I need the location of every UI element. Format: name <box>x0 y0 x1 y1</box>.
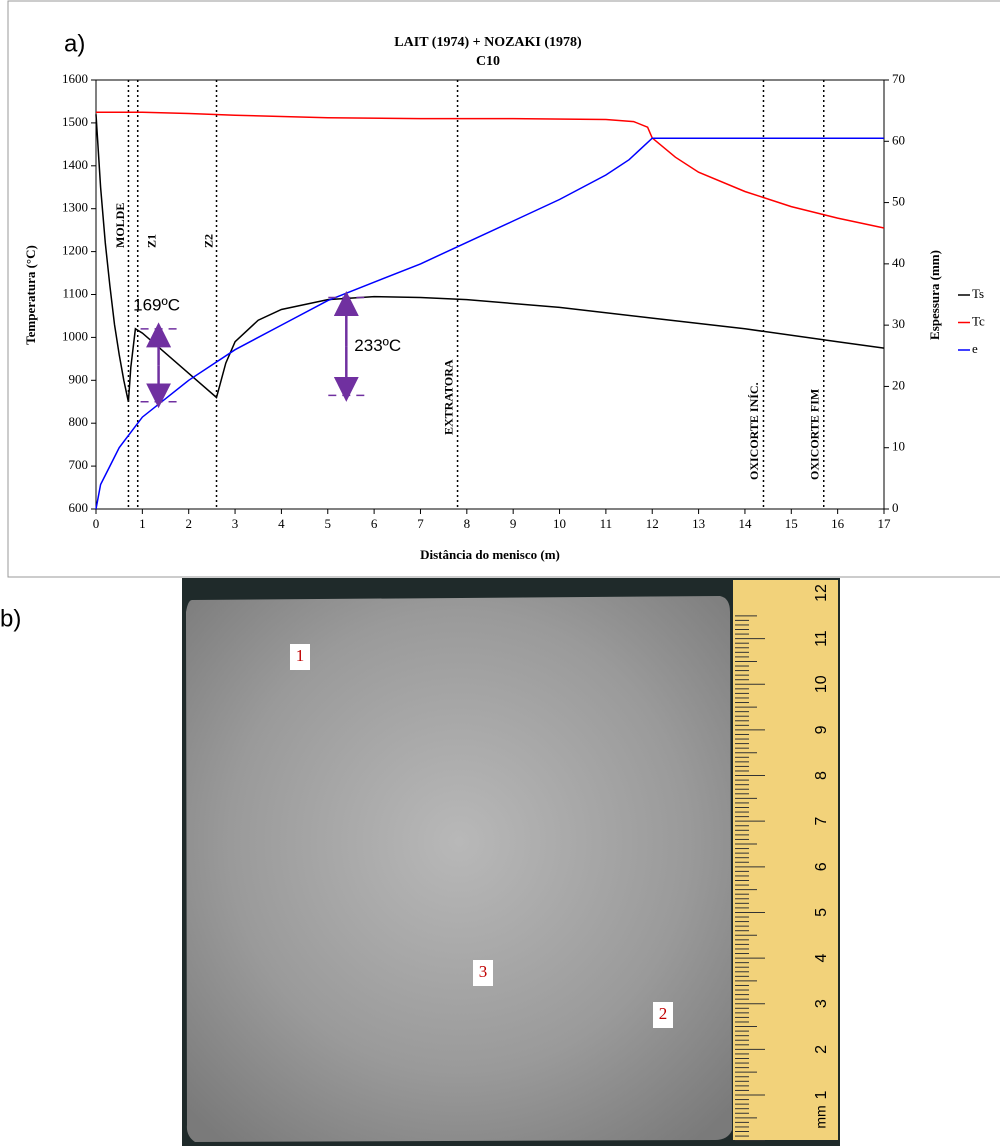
x-tick-label: 4 <box>278 516 285 531</box>
x-axis-label: Distância do menisco (m) <box>420 547 560 562</box>
ruler-label: 3 <box>813 999 830 1008</box>
x-tick-label: 5 <box>325 516 332 531</box>
x-tick-label: 1 <box>139 516 146 531</box>
sample-photo <box>186 596 732 1142</box>
x-tick-label: 14 <box>738 516 752 531</box>
marker-label: 1 <box>296 646 305 665</box>
y-tick-label: 900 <box>69 371 89 386</box>
chart-title: LAIT (1974) + NOZAKI (1978) <box>394 35 582 50</box>
x-tick-label: 9 <box>510 516 517 531</box>
x-tick-label: 15 <box>785 516 798 531</box>
ruler-label: 5 <box>813 908 830 917</box>
y-tick-label: 1100 <box>62 285 88 300</box>
y2-tick-label: 50 <box>892 194 905 209</box>
ruler-label: 2 <box>813 1045 830 1054</box>
ruler-label: 1 <box>813 1090 830 1099</box>
y2-tick-label: 30 <box>892 316 905 331</box>
ruler-label: 6 <box>813 862 830 871</box>
x-tick-label: 11 <box>600 516 613 531</box>
reference-label: MOLDE <box>113 203 127 248</box>
annotation-label: 233ºC <box>354 336 401 355</box>
y-tick-label: 1400 <box>62 157 88 172</box>
y-tick-label: 1600 <box>62 71 88 86</box>
legend-label: Tc <box>972 313 985 328</box>
y-tick-label: 1500 <box>62 114 88 129</box>
reference-label: Z2 <box>201 234 215 248</box>
reference-label: OXICORTE INÍC. <box>747 382 761 480</box>
x-tick-label: 3 <box>232 516 239 531</box>
ruler-unit: mm <box>813 1105 829 1128</box>
x-tick-label: 7 <box>417 516 424 531</box>
ruler-label: 12 <box>813 584 830 602</box>
y-tick-label: 1200 <box>62 243 88 258</box>
y-axis-label: Temperatura (°C) <box>23 245 38 345</box>
x-tick-label: 13 <box>692 516 705 531</box>
x-tick-label: 12 <box>646 516 659 531</box>
panel-label: b) <box>0 605 21 632</box>
ruler-label: 8 <box>813 771 830 780</box>
ruler-label: 7 <box>813 817 830 826</box>
y2-tick-label: 70 <box>892 71 905 86</box>
y2-tick-label: 40 <box>892 255 905 270</box>
ruler-label: 4 <box>813 954 830 963</box>
reference-label: EXTRATORA <box>441 359 455 435</box>
y2-tick-label: 0 <box>892 500 899 515</box>
x-tick-label: 10 <box>553 516 566 531</box>
y2-tick-label: 20 <box>892 377 905 392</box>
marker-box <box>290 644 310 670</box>
y2-axis-label: Espessura (mm) <box>927 250 942 340</box>
legend-label: e <box>972 341 978 356</box>
y2-tick-label: 10 <box>892 439 905 454</box>
y-tick-label: 1000 <box>62 328 88 343</box>
ruler <box>733 580 838 1140</box>
y-tick-label: 800 <box>69 414 89 429</box>
x-tick-label: 6 <box>371 516 378 531</box>
y-tick-label: 1300 <box>62 200 88 215</box>
chart-frame <box>7 0 1000 578</box>
ruler-label: 10 <box>813 675 830 693</box>
x-tick-label: 8 <box>464 516 471 531</box>
x-tick-label: 16 <box>831 516 845 531</box>
marker-label: 2 <box>659 1004 668 1023</box>
series-line <box>95 137 884 510</box>
reference-label: Z1 <box>144 234 158 248</box>
x-tick-label: 2 <box>185 516 192 531</box>
series-line <box>95 114 885 402</box>
ruler-label: 11 <box>813 630 830 647</box>
annotation-label: 169ºC <box>133 295 180 314</box>
y2-tick-label: 60 <box>892 132 905 147</box>
chart-subtitle: C10 <box>476 54 500 69</box>
marker-label: 3 <box>479 962 488 981</box>
marker-box <box>473 960 493 986</box>
y-tick-label: 700 <box>69 457 89 472</box>
panel-label: a) <box>64 30 85 57</box>
marker-box <box>653 1002 673 1028</box>
x-tick-label: 0 <box>93 516 100 531</box>
x-tick-label: 17 <box>878 516 892 531</box>
ruler-label: 9 <box>813 725 830 734</box>
reference-label: OXICORTE FIM <box>807 389 821 480</box>
series-line <box>96 111 885 229</box>
y-tick-label: 600 <box>69 500 89 515</box>
legend-label: Ts <box>972 286 984 301</box>
